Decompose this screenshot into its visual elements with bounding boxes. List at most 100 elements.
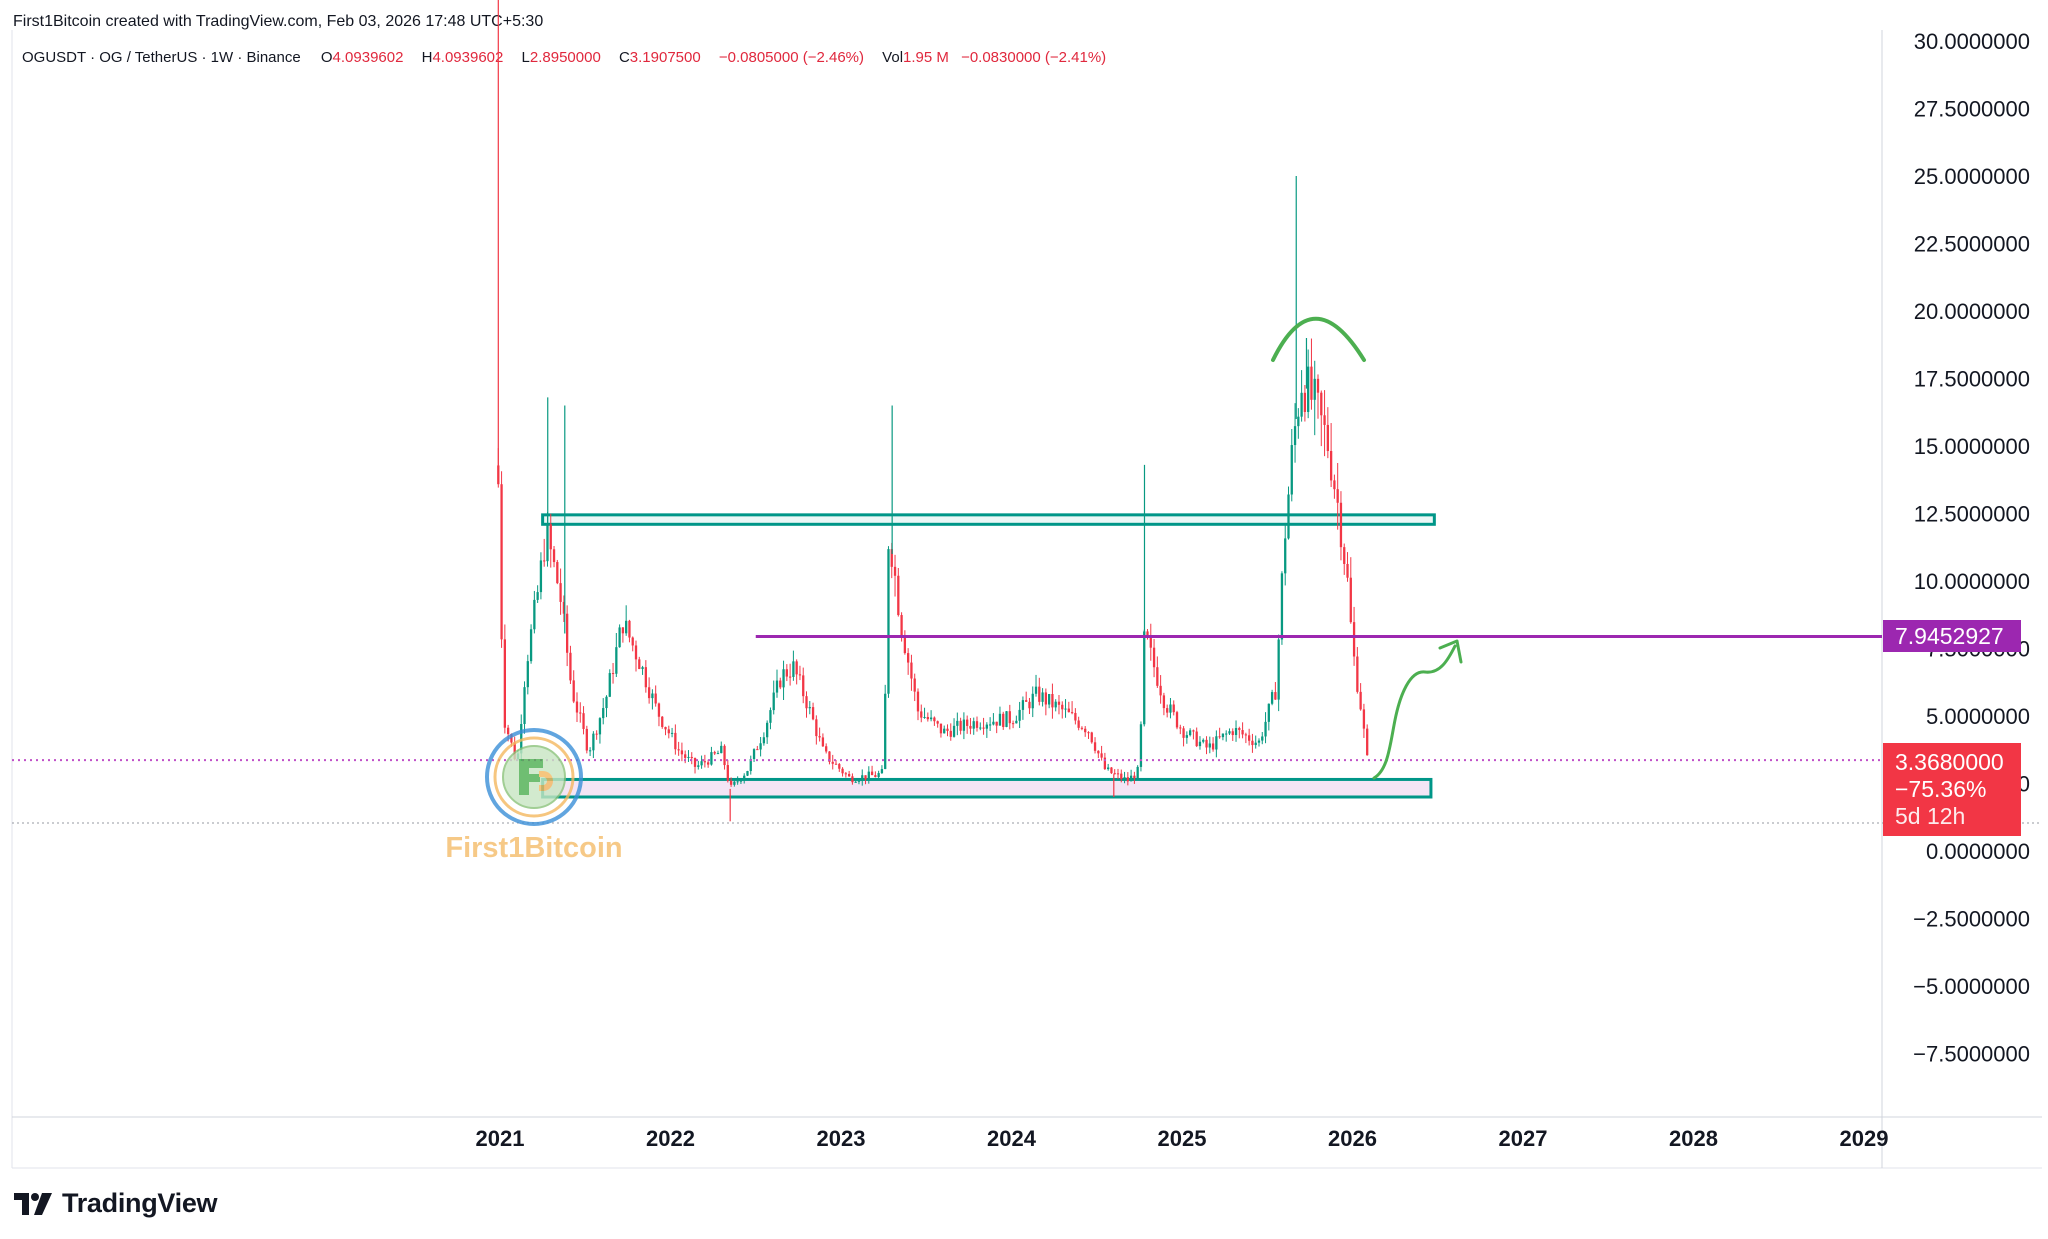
candle-body [916,691,920,712]
candle-body [533,599,536,630]
candle-body [559,583,562,602]
candle-body [1320,392,1323,416]
candle-body [585,728,588,751]
candle-body [759,743,762,750]
candle-body [949,730,952,737]
price-tick-label: 17.5000000 [1914,367,2030,392]
candle-body [1287,494,1290,539]
candle-body [1238,728,1241,731]
candle-body [703,761,707,763]
candle-body [1356,656,1359,692]
candle-body [821,737,825,747]
candle-body [1326,424,1329,451]
candle-body [1339,502,1343,548]
tradingview-brand[interactable]: TradingView [14,1188,218,1219]
open-label: O [320,49,333,66]
candle-body [1192,730,1195,732]
candle-body [1208,743,1211,748]
candle-body [962,719,966,731]
candle-body [595,733,598,735]
level-price-tag[interactable]: 7.9452927 [1883,620,2021,653]
candle-body [900,615,903,636]
candle-body [1251,740,1254,746]
time-tick-label: 2025 [1158,1126,1207,1151]
candle-body [1333,480,1336,490]
candle-body [1097,750,1100,754]
candle-body [1323,415,1326,425]
candle-body [1225,733,1228,735]
candle-body [1051,693,1054,708]
drawing-levels[interactable] [12,634,1882,762]
candle-body [890,549,893,567]
price-tick-label: 5.0000000 [1926,704,2030,729]
candle-body [1182,728,1185,738]
candlestick-series[interactable] [497,0,1369,822]
candle-body [618,627,621,648]
candle-body [1336,489,1339,503]
candle-body [1162,695,1166,709]
drawing-zones[interactable] [541,513,1436,799]
price-tick-label: 20.0000000 [1914,299,2030,324]
candle-body [1254,742,1257,746]
candle-body [1205,739,1208,748]
last-price-tag[interactable]: 3.3680000 −75.36% 5d 12h [1883,743,2021,837]
candle-body [1057,701,1061,705]
candle-body [772,692,775,711]
candle-body [785,669,788,677]
time-axis[interactable]: 2021 2022 2023 2024 2025 2026 2027 2028 2029 [476,1126,1889,1151]
watermark-text: First1Bitcoin [445,832,622,864]
candle-body [706,762,710,765]
candle-body [779,680,782,688]
candle-body [998,713,1002,726]
candle-body [500,484,503,640]
candle-body [762,737,766,744]
price-axis[interactable]: 30.0000000 27.5000000 25.0000000 22.5000000… [1913,29,2030,1067]
candle-body [1198,741,1202,747]
candle-body [1146,631,1149,638]
candle-body [1139,724,1143,767]
time-tick-label: 2021 [476,1126,525,1151]
candle-body [1093,742,1097,751]
candle-body [523,687,526,724]
time-tick-label: 2022 [646,1126,695,1151]
candle-body [697,765,700,767]
candle-body [1067,708,1070,713]
candle-body [844,773,848,775]
volume-value: 1.95 M [903,49,949,66]
candle-body [746,771,749,776]
candle-body [733,781,736,785]
candle-body [1195,731,1198,747]
rebound-arrow-annotation[interactable] [1372,644,1457,780]
candle-body [893,566,897,576]
candle-body [923,716,926,718]
candle-body [811,707,815,720]
candle-body [956,720,959,726]
candle-body [549,524,552,550]
candle-body [611,673,615,675]
candle-body [831,761,834,764]
candle-body [1011,723,1015,725]
candle-body [766,722,769,738]
candle-body [510,734,513,743]
candle-body [729,780,733,785]
candle-body [1244,734,1248,736]
candle-body [651,693,654,699]
candle-body [854,781,857,783]
candle-body [847,773,851,777]
candle-body [569,652,572,681]
candle-body [1270,692,1274,704]
candle-body [572,680,575,702]
candle-body [1346,563,1349,578]
top-arc-annotation[interactable] [1271,316,1366,362]
symbol-label[interactable]: OGUSDT · OG / TetherUS · 1W · Binance [22,49,301,66]
candle-body [1087,732,1090,734]
candle-body [628,620,631,638]
candle-body [808,707,811,709]
candle-body [710,752,713,765]
candle-body [1218,736,1221,738]
candle-body [959,720,962,731]
candle-body [608,673,611,697]
candle-body [913,678,916,692]
candle-body [805,696,808,709]
